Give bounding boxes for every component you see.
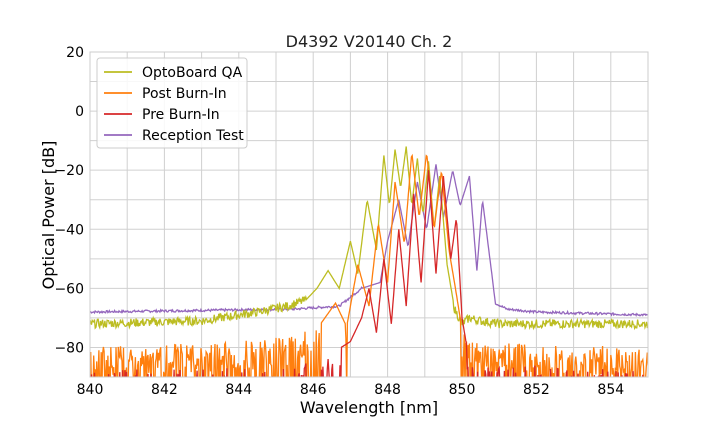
legend-label: Reception Test	[142, 128, 244, 144]
x-tick-labels: 840 842 844 846 848 850 852 854	[77, 382, 625, 398]
x-tick-label: 844	[225, 382, 252, 398]
x-tick-label: 850	[449, 382, 476, 398]
y-tick-label: −80	[54, 340, 84, 356]
y-tick-label: 0	[75, 104, 84, 120]
legend-box	[96, 57, 248, 149]
x-tick-label: 840	[77, 382, 104, 398]
y-tick-label: −20	[54, 163, 84, 179]
series-line-reception-test	[90, 164, 648, 317]
x-tick-label: 848	[374, 382, 401, 398]
legend-label: OptoBoard QA	[142, 65, 243, 81]
series-line-pre-burn-in	[90, 170, 644, 377]
x-tick-label: 846	[300, 382, 327, 398]
x-tick-label: 854	[597, 382, 624, 398]
y-tick-labels: 20 0 −20 −40 −60 −80	[54, 45, 84, 356]
series-line-optoboard-qa	[90, 146, 648, 331]
x-tick-label: 842	[151, 382, 178, 398]
x-tick-label: 852	[523, 382, 550, 398]
series-traces	[90, 146, 648, 377]
y-tick-label: −60	[54, 281, 84, 297]
plot-frame	[89, 51, 649, 378]
chart-title: D4392 V20140 Ch. 2	[286, 32, 453, 51]
legend-label: Post Burn-In	[142, 86, 227, 102]
legend: OptoBoard QA Post Burn-In Pre Burn-In Recep…	[96, 57, 248, 149]
grid-lines	[89, 51, 649, 378]
x-axis-label: Wavelength [nm]	[300, 398, 438, 417]
y-tick-label: 20	[66, 45, 84, 61]
y-axis-label: Optical Power [dB]	[39, 141, 58, 290]
legend-label: Pre Burn-In	[142, 107, 220, 123]
series-line-post-burn-in	[90, 153, 648, 377]
y-tick-label: −40	[54, 222, 84, 238]
